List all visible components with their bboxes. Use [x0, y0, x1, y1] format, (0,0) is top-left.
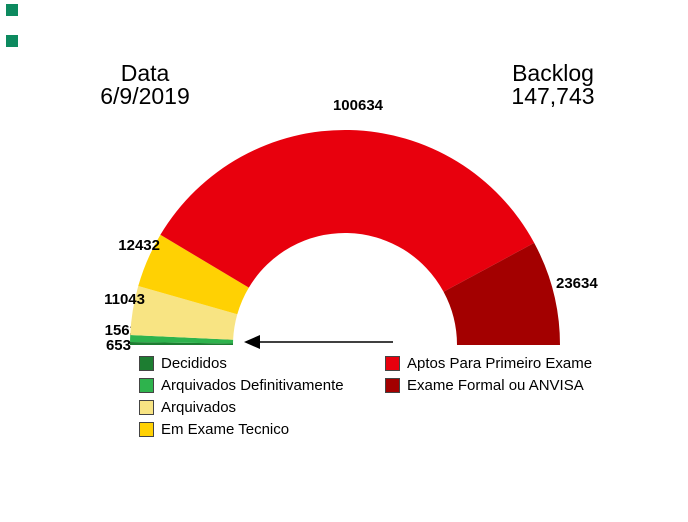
legend-label-arquivados: Arquivados [161, 398, 237, 416]
value-label-em-exame-tecnico: 12432 [118, 237, 160, 254]
legend-left: Decididos Arquivados Definitivamente Arqui… [139, 352, 344, 440]
legend-item-arquivados-definitivamente: Arquivados Definitivamente [139, 374, 344, 396]
value-label-exame-formal-ou-anvisa: 23634 [556, 275, 598, 292]
legend-label-em-exame-tecnico: Em Exame Tecnico [161, 420, 290, 438]
corner-marker-bottom [6, 35, 18, 47]
segment-arquivados-definitivamente [130, 335, 234, 344]
segment-exame-formal-ou-anvisa [443, 242, 560, 345]
value-label-aptos-para-primeiro-exame: 100634 [333, 97, 384, 114]
segment-arquivados [130, 286, 238, 340]
legend-label-decididos: Decididos [161, 354, 227, 372]
value-label-decididos: 653 [106, 337, 131, 354]
backlog-value: 147,743 [511, 83, 595, 110]
legend-label-exame-formal-ou-anvisa: Exame Formal ou ANVISA [407, 376, 584, 394]
segment-em-exame-tecnico [138, 234, 249, 315]
legend-right: Aptos Para Primeiro Exame Exame Formal ou… [385, 352, 592, 396]
legend-item-exame-formal-ou-anvisa: Exame Formal ou ANVISA [385, 374, 592, 396]
corner-marker-top [6, 4, 18, 16]
legend-item-arquivados: Arquivados [139, 396, 344, 418]
legend-swatch-arquivados [139, 399, 154, 415]
backlog-label: Backlog [512, 60, 594, 86]
legend-swatch-decididos [139, 355, 154, 371]
segment-aptos-para-primeiro-exame [160, 130, 535, 292]
legend-swatch-exame-formal-ou-anvisa [385, 377, 400, 393]
legend-item-decididos: Decididos [139, 352, 344, 374]
annotation-arrow-head [244, 335, 260, 349]
legend-swatch-em-exame-tecnico [139, 421, 154, 437]
legend-label-arquivados-definitivamente: Arquivados Definitivamente [161, 376, 344, 394]
backlog-header: Backlog 147,743 [468, 60, 638, 110]
date-label: Data [120, 60, 170, 86]
legend-label-aptos-para-primeiro-exame: Aptos Para Primeiro Exame [407, 354, 593, 372]
value-label-arquivados: 11043 [104, 291, 145, 308]
date-header: Data 6/9/2019 [60, 60, 230, 110]
segment-decididos [130, 342, 234, 345]
legend-item-em-exame-tecnico: Em Exame Tecnico [139, 418, 344, 440]
legend-item-aptos-para-primeiro-exame: Aptos Para Primeiro Exame [385, 352, 592, 374]
date-value: 6/9/2019 [100, 83, 190, 110]
legend-swatch-aptos-para-primeiro-exame [385, 355, 400, 371]
legend-swatch-arquivados-definitivamente [139, 377, 154, 393]
value-label-arquivados-definitivamente: 1562 [105, 322, 138, 339]
